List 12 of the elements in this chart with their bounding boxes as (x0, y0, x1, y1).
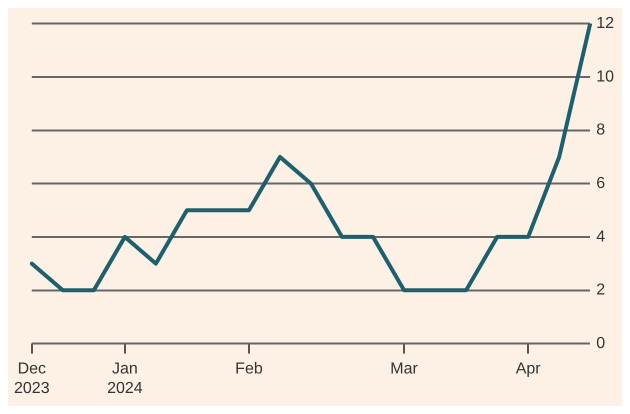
y-tick-label: 2 (596, 282, 606, 299)
x-tick-label: Apr (516, 360, 542, 378)
y-tick-label: 10 (596, 68, 614, 86)
x-tick-label: Mar (390, 360, 419, 378)
y-tick-label: 12 (596, 15, 614, 32)
y-tick-label: 0 (596, 335, 606, 352)
y-tick-label: 8 (596, 122, 606, 139)
x-tick-label: Dec 2023 (14, 360, 50, 397)
x-tick-label: Jan 2024 (107, 360, 143, 397)
x-tick-label: Feb (235, 360, 263, 378)
y-tick-label: 6 (596, 175, 606, 192)
y-tick-label: 4 (596, 228, 606, 246)
